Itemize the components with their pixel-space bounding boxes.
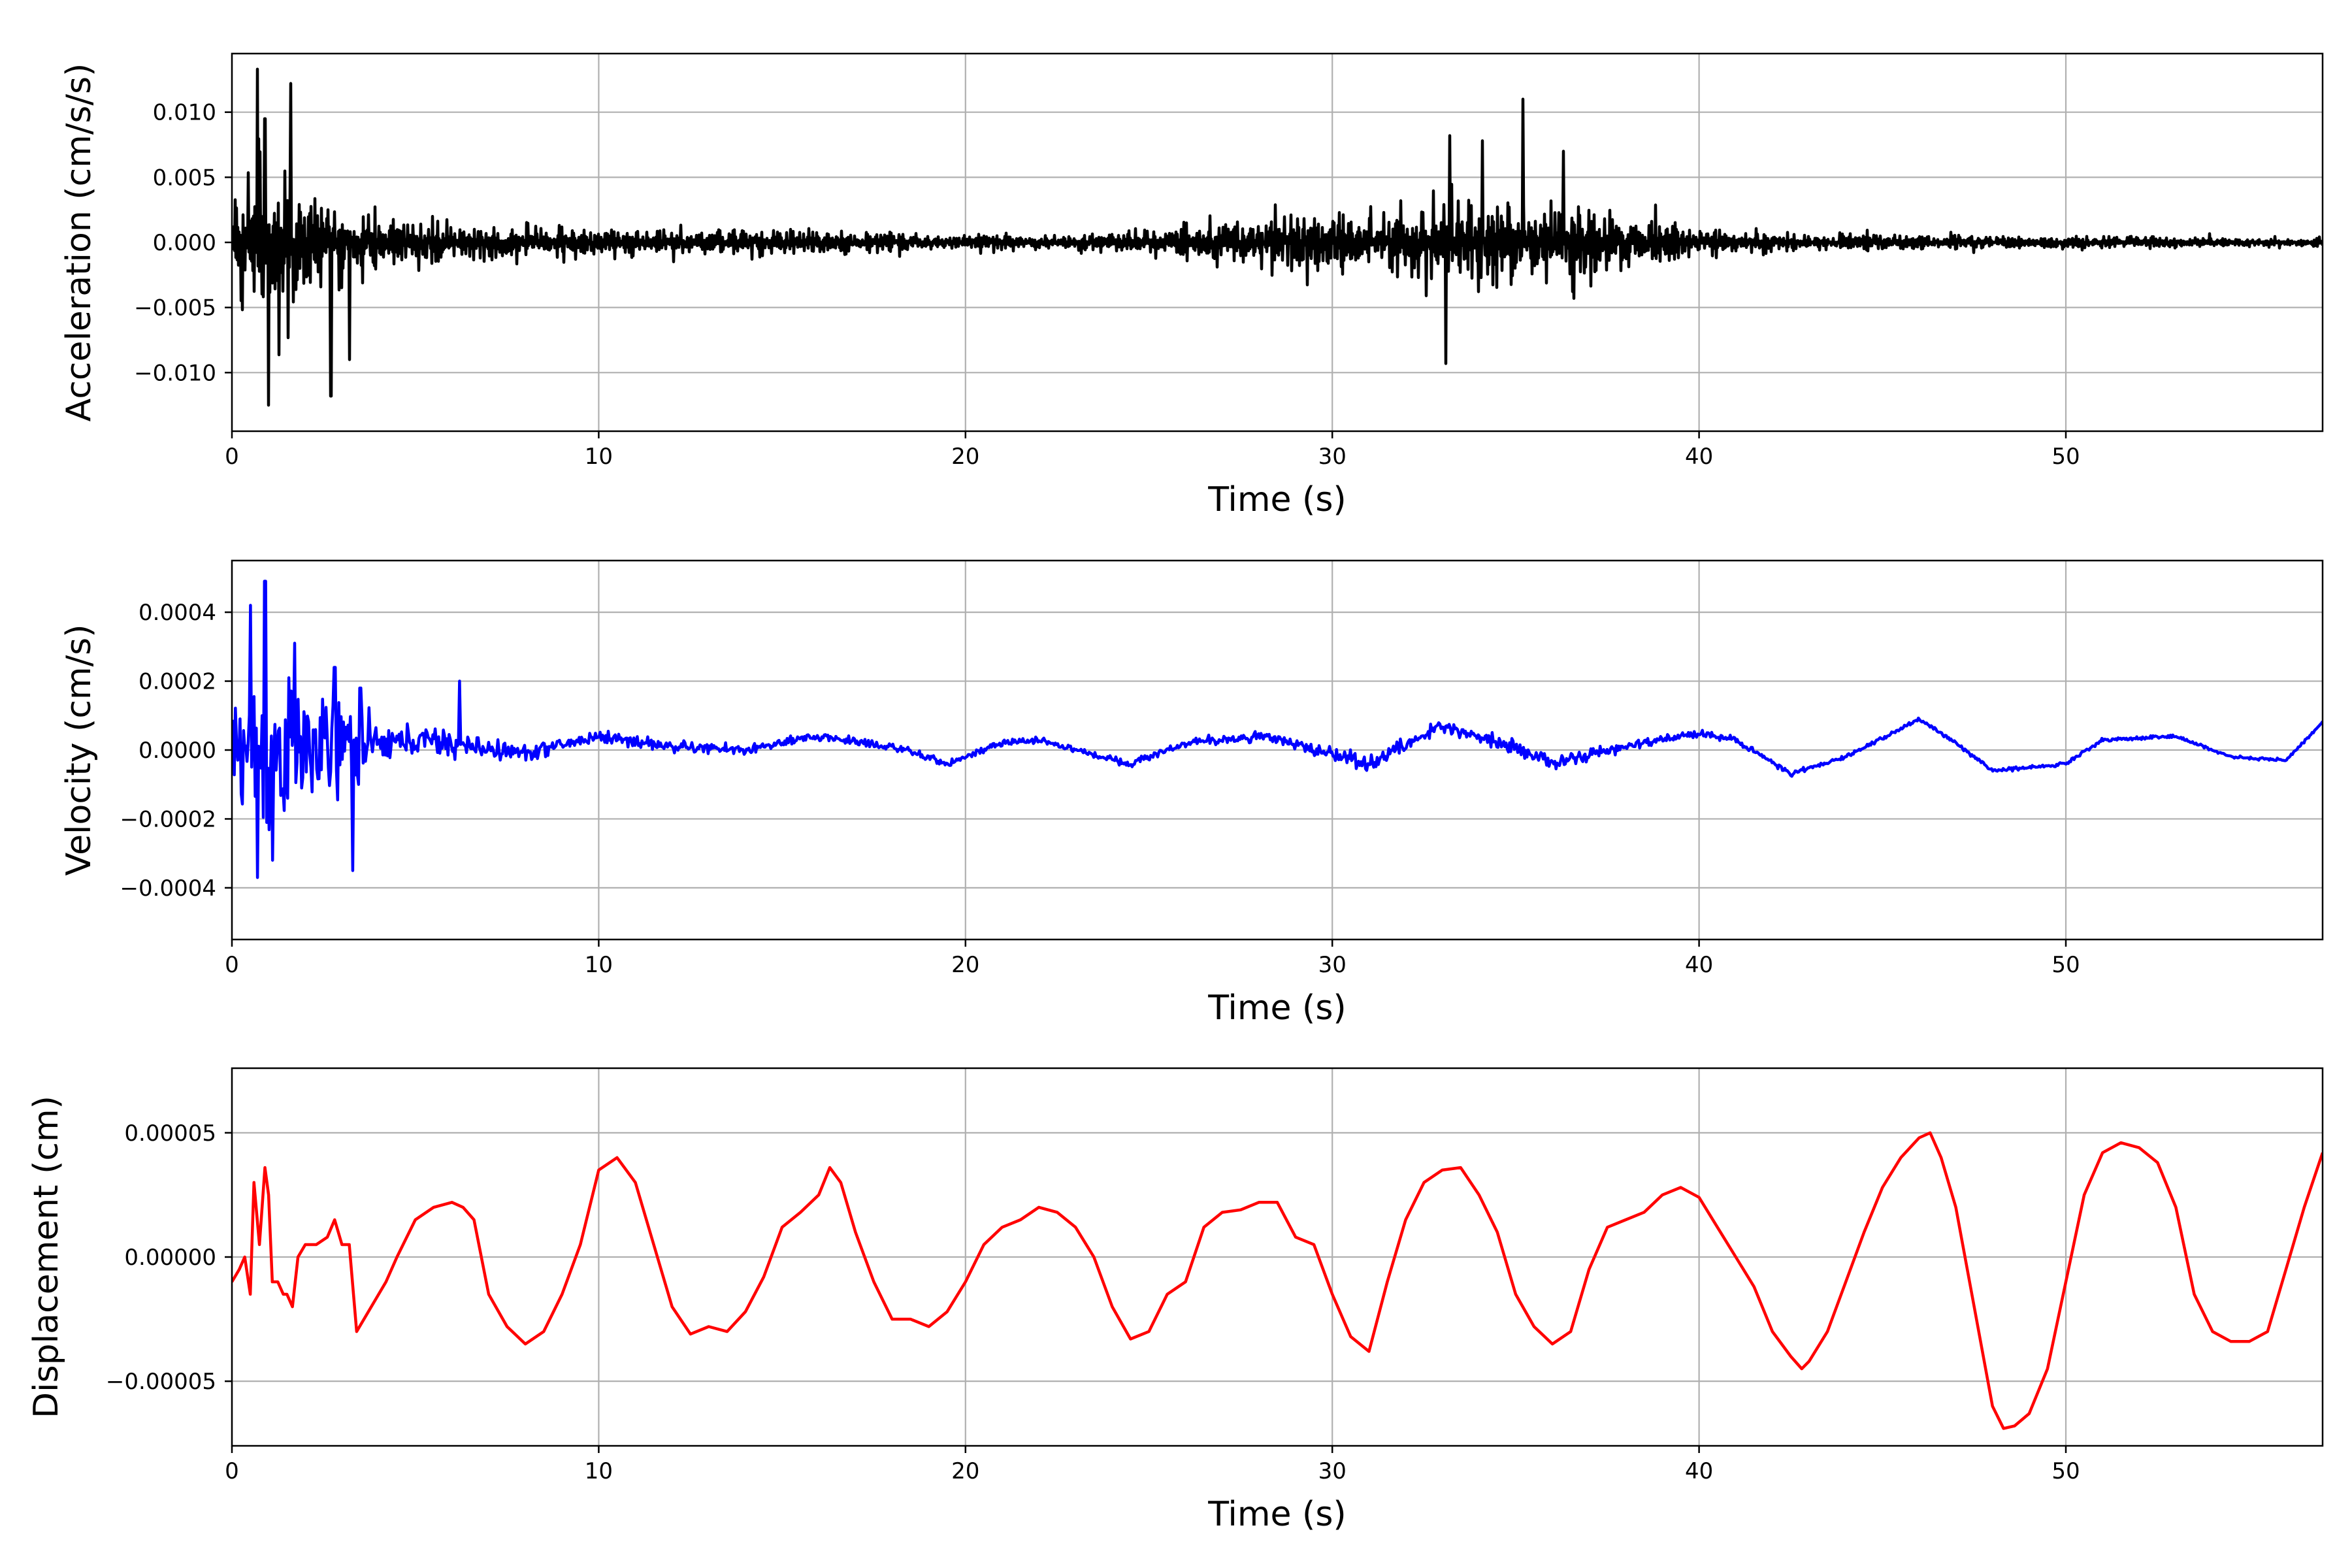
acceleration-x-tick-label: 20 bbox=[951, 444, 979, 470]
acceleration-x-tick-label: 0 bbox=[225, 444, 239, 470]
velocity-y-tick-label: 0.0000 bbox=[139, 738, 216, 764]
acceleration-y-axis-label: Acceleration (cm/s/s) bbox=[59, 63, 99, 422]
velocity-y-tick-label: 0.0004 bbox=[139, 600, 216, 626]
displacement-x-tick-label: 30 bbox=[1318, 1458, 1347, 1484]
acceleration-y-tick-label: −0.010 bbox=[134, 360, 216, 386]
displacement-x-tick-label: 40 bbox=[1685, 1458, 1713, 1484]
displacement-y-tick-label: −0.00005 bbox=[106, 1369, 216, 1395]
acceleration-x-tick-label: 10 bbox=[585, 444, 613, 470]
velocity-x-tick-label: 30 bbox=[1318, 952, 1347, 978]
velocity-series-line bbox=[232, 580, 2323, 879]
displacement-x-tick-label: 0 bbox=[225, 1458, 239, 1484]
acceleration-y-tick-label: −0.005 bbox=[134, 295, 216, 321]
velocity-y-tick-label: 0.0002 bbox=[139, 669, 216, 695]
acceleration-y-tick-label: 0.010 bbox=[153, 100, 216, 126]
velocity-x-tick-label: 0 bbox=[225, 952, 239, 978]
acceleration-x-tick-label: 40 bbox=[1685, 444, 1713, 470]
displacement-y-tick-label: 0.00005 bbox=[124, 1120, 216, 1147]
acceleration-x-axis-label: Time (s) bbox=[1207, 480, 1346, 519]
acceleration-y-tick-label: 0.000 bbox=[153, 230, 216, 256]
displacement-chart: 0 10 20 30 40 50 −0.00005 0.00000 0.00005 Time (s… bbox=[27, 1067, 2324, 1534]
velocity-chart: 0 10 20 30 40 50 −0.0004 −0.0002 0.0000 0.0002 0.0… bbox=[59, 559, 2324, 1028]
velocity-y-tick-label: −0.0004 bbox=[120, 875, 216, 902]
acceleration-chart: 0 10 20 30 40 50 −0.010 −0.005 0.000 0.005 0.010 Ti… bbox=[59, 52, 2324, 519]
displacement-y-axis-label: Displacement (cm) bbox=[27, 1096, 66, 1418]
velocity-x-tick-label: 50 bbox=[2051, 952, 2080, 978]
velocity-x-tick-label: 40 bbox=[1685, 952, 1713, 978]
acceleration-y-tick-label: 0.005 bbox=[153, 165, 216, 191]
displacement-x-tick-label: 10 bbox=[585, 1458, 613, 1484]
acceleration-series-line bbox=[232, 67, 2323, 407]
velocity-x-tick-label: 10 bbox=[585, 952, 613, 978]
acceleration-x-tick-label: 50 bbox=[2051, 444, 2080, 470]
velocity-y-axis-label: Velocity (cm/s) bbox=[59, 625, 99, 876]
displacement-series-line bbox=[232, 1131, 2323, 1430]
displacement-x-tick-label: 50 bbox=[2051, 1458, 2080, 1484]
displacement-y-tick-label: 0.00000 bbox=[124, 1245, 216, 1271]
displacement-x-axis-label: Time (s) bbox=[1207, 1495, 1346, 1534]
velocity-x-axis-label: Time (s) bbox=[1207, 988, 1346, 1028]
displacement-x-tick-label: 20 bbox=[951, 1458, 979, 1484]
velocity-x-tick-label: 20 bbox=[951, 952, 979, 978]
velocity-y-tick-label: −0.0002 bbox=[120, 806, 216, 832]
acceleration-x-tick-label: 30 bbox=[1318, 444, 1347, 470]
